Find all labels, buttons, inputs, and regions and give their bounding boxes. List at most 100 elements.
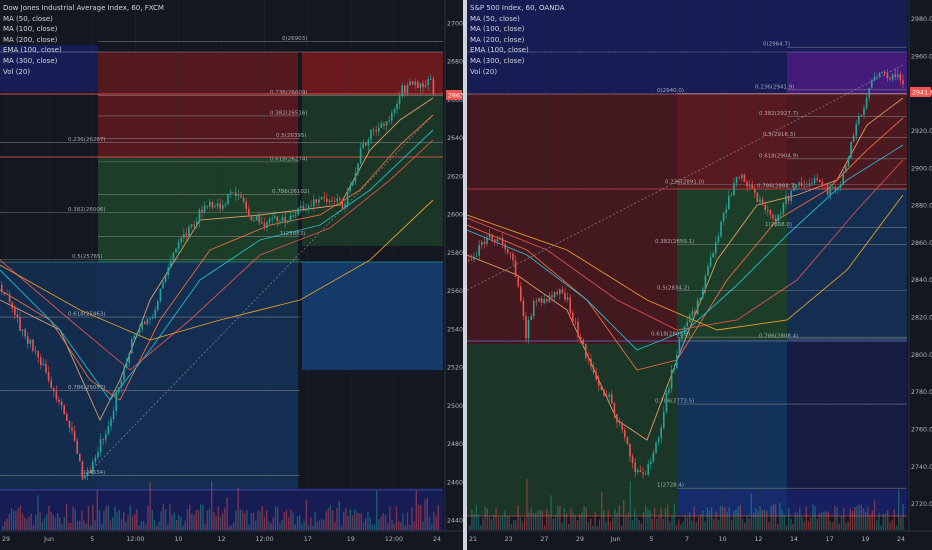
fib-level-label: 0(26903) (282, 36, 307, 42)
volume-bar (770, 506, 772, 530)
volume-bar (697, 517, 700, 530)
volume-bar (197, 509, 200, 530)
symbol-title[interactable]: Dow Jones Industrial Average Index, 60, … (3, 4, 164, 12)
sp500-legend: S&P 500 Index, 60, OANDA MA (50, close) … (470, 3, 564, 77)
volume-bar (486, 508, 488, 530)
candle-body (889, 78, 891, 80)
candle-body (496, 239, 499, 242)
volume-bar (343, 512, 345, 530)
volume-bar (101, 523, 103, 530)
indicator-ma300[interactable]: MA (300, close) (3, 56, 58, 65)
fib-level-label: 1(2868.0) (765, 222, 792, 228)
candle-body (647, 464, 649, 475)
volume-bar (307, 525, 310, 530)
fib-level-label: 0.618(2904.9) (759, 153, 798, 159)
candle-body (120, 380, 123, 388)
time-axis-tick-label: 12 (754, 536, 762, 543)
indicator-ma200[interactable]: MA (200, close) (3, 35, 58, 44)
candle-body (274, 216, 276, 218)
candle-body (673, 368, 675, 370)
fib-zone (677, 189, 787, 341)
volume-bar (810, 517, 812, 530)
volume-bar (620, 525, 623, 530)
indicator-ma200[interactable]: MA (200, close) (470, 35, 525, 44)
candle-body (790, 190, 792, 201)
volume-bar (726, 511, 728, 530)
candle-body (115, 392, 117, 411)
volume-bar (887, 510, 889, 530)
candle-body (167, 267, 169, 276)
candle-body (574, 321, 577, 323)
volume-bar (854, 507, 856, 530)
candle-body (603, 389, 605, 396)
candle-body (592, 366, 595, 373)
indicator-ma50[interactable]: MA (50, close) (3, 14, 53, 23)
volume-bar (851, 510, 854, 530)
candle-body (725, 209, 727, 213)
indicator-ma50[interactable]: MA (50, close) (470, 14, 520, 23)
volume-bar (689, 512, 691, 530)
time-axis-tick-label: 12:00 (256, 536, 274, 543)
candle-body (196, 221, 198, 226)
candle-body (704, 275, 707, 289)
volume-bar (347, 515, 349, 530)
candle-body (32, 339, 34, 351)
volume-bar (259, 511, 261, 530)
volume-bar (678, 519, 680, 530)
volume-bar (334, 522, 336, 530)
dow-jones-chart-pane[interactable]: 0(26903) 0.236(26609) 0.236(26267) 0.382(26… (0, 0, 463, 550)
candle-body (657, 438, 660, 443)
sp500-chart-canvas[interactable]: 0(2964.7) 0.236(2941.9) 0(2940.0) 0.382(292… (467, 0, 932, 550)
volume-bar (35, 514, 37, 530)
candle-body (860, 115, 863, 116)
indicator-ema100[interactable]: EMA (100, close) (3, 46, 62, 55)
candle-body (561, 289, 564, 293)
candle-body (276, 216, 279, 222)
candle-body (268, 218, 271, 223)
candle-body (138, 328, 141, 333)
candle-body (128, 353, 130, 363)
candle-body (663, 412, 665, 428)
fib-zone (787, 52, 907, 94)
volume-bar (206, 510, 208, 530)
candle-body (185, 234, 188, 237)
indicator-volume[interactable]: Vol (20) (3, 67, 31, 76)
volume-bar (72, 506, 74, 530)
candle-body (172, 252, 175, 262)
candle-body (847, 157, 850, 167)
volume-bar (272, 516, 274, 530)
moving-average-line (0, 129, 434, 401)
fib-level-label: 0(2964.7) (763, 42, 790, 48)
volume-bar (737, 507, 739, 530)
volume-bar (338, 500, 340, 530)
pane-divider[interactable] (463, 0, 467, 550)
candle-body (811, 183, 813, 184)
volume-bar (532, 512, 535, 530)
volume-bar (816, 519, 818, 530)
volume-bar (301, 524, 303, 530)
indicator-ma100[interactable]: MA (100, close) (470, 25, 525, 34)
candle-body (751, 184, 753, 189)
volume-bar (261, 505, 263, 530)
candle-body (79, 453, 81, 462)
indicator-volume[interactable]: Vol (20) (470, 67, 498, 76)
volume-bar (57, 513, 59, 530)
moving-average-line (467, 194, 904, 331)
indicator-ma100[interactable]: MA (100, close) (3, 25, 58, 34)
price-axis-tick-label: 24400 (447, 518, 463, 525)
candle-body (668, 388, 670, 393)
candle-body (133, 335, 136, 339)
symbol-title[interactable]: S&P 500 Index, 60, OANDA (470, 4, 565, 12)
indicator-ma300[interactable]: MA (300, close) (470, 56, 525, 65)
sp500-chart-pane[interactable]: 0(2964.7) 0.236(2941.9) 0(2940.0) 0.382(292… (467, 0, 932, 550)
volume-bar (700, 514, 702, 530)
candle-body (6, 294, 8, 296)
candle-body (224, 204, 227, 206)
candle-body (159, 288, 162, 302)
candle-body (579, 336, 582, 340)
candle-body (198, 209, 201, 222)
indicator-ema100[interactable]: EMA (100, close) (470, 46, 529, 55)
dow-jones-chart-canvas[interactable]: 0(26903) 0.236(26609) 0.236(26267) 0.382(26… (0, 0, 463, 550)
volume-bar (120, 519, 123, 530)
candle-body (798, 182, 800, 186)
